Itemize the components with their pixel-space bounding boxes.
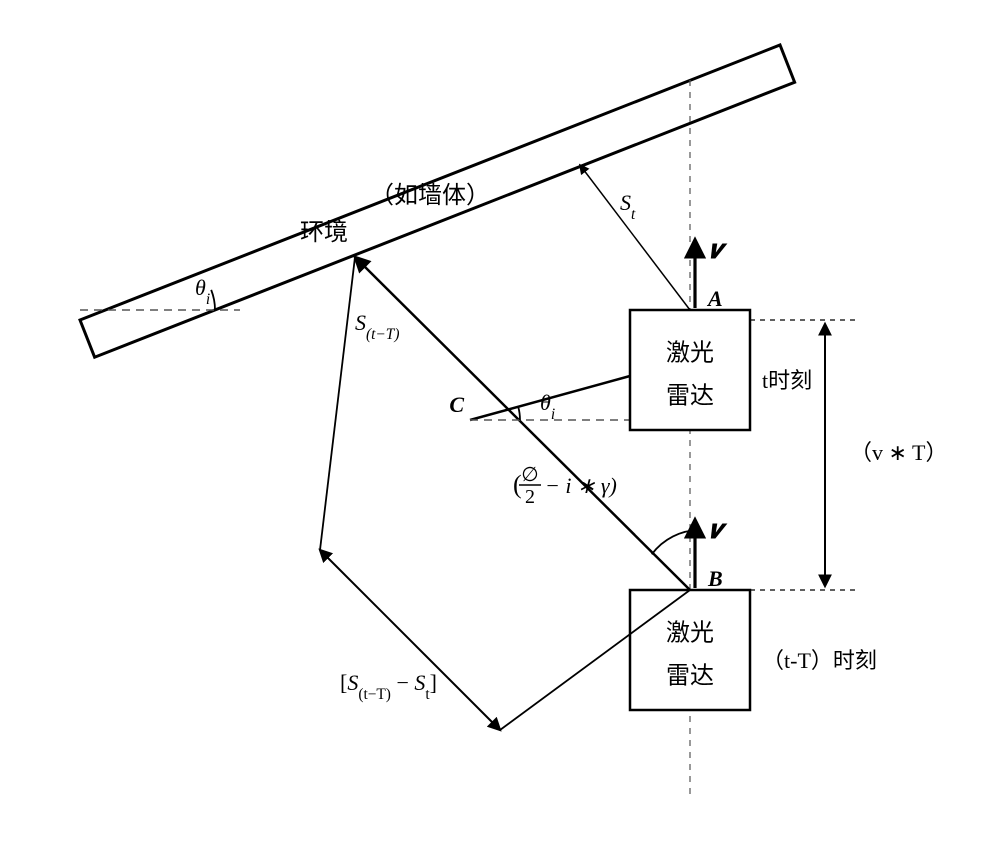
dim-dS-label: [S(t−T) − St] (340, 670, 437, 703)
time-label-t: t时刻 (762, 368, 812, 393)
dim-dS-tick1 (320, 257, 355, 550)
env-label-main: 环境 (300, 219, 348, 246)
label-s-t: St (620, 190, 636, 223)
point-C-label: C (449, 392, 464, 417)
velocity-vector-B-label: 𝒗 (709, 515, 728, 544)
angle-wall-label: θi (195, 275, 210, 308)
lidar-box-B-label2: 雷达 (666, 663, 714, 690)
lidar-box-B (630, 590, 750, 710)
ray-s-t (580, 165, 690, 310)
point-B-label: B (707, 566, 723, 591)
svg-text:− i ∗ γ): − i ∗ γ) (545, 473, 617, 498)
lidar-box-A-label2: 雷达 (666, 383, 714, 410)
lidar-box-B-label1: 激光 (666, 619, 714, 646)
svg-text:∅: ∅ (521, 464, 538, 486)
label-s-t-minus-T: S(t−T) (355, 310, 399, 343)
dim-vT-label: （v ∗ T） (850, 440, 947, 465)
angle-B-arc (652, 530, 700, 554)
angle-C-label: θi (540, 390, 555, 423)
time-label-tT: （t-T）时刻 (762, 648, 877, 673)
angle-wall-arc (211, 290, 215, 310)
env-label-sub: （如墙体） (370, 182, 490, 209)
point-A-label: A (706, 286, 723, 311)
dim-dS-line (320, 550, 500, 730)
lidar-box-A-label1: 激光 (666, 339, 714, 366)
svg-text:2: 2 (525, 486, 535, 508)
lidar-box-A (630, 310, 750, 430)
velocity-vector-A-label: 𝒗 (709, 235, 728, 264)
